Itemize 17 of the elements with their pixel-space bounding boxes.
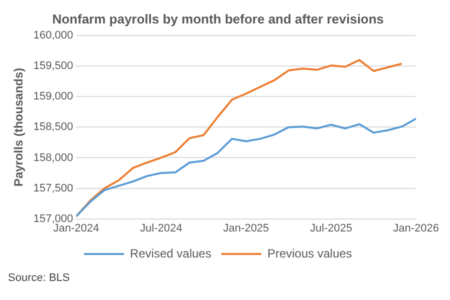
x-tick-label: Jul-2025 — [310, 222, 352, 234]
x-tick-label: Jan-2025 — [223, 222, 270, 234]
y-tick-label: 159,500 — [33, 60, 74, 72]
y-axis-title: Payrolls (thousands) — [12, 68, 26, 187]
y-tick-label: 159,000 — [33, 90, 74, 103]
x-tick-label: Jan-2024 — [53, 222, 100, 234]
chart-title: Nonfarm payrolls by month before and after revisions — [52, 11, 384, 26]
y-tick-label: 158,000 — [33, 152, 74, 164]
x-tick-label: Jul-2024 — [140, 222, 182, 234]
y-tick-label: 157,000 — [33, 212, 74, 225]
source-note: Source: BLS — [8, 272, 71, 284]
legend-label: Previous values — [267, 246, 352, 260]
y-tick-label: 158,500 — [33, 121, 74, 134]
y-tick-label: 157,500 — [33, 182, 74, 194]
legend-label: Revised values — [130, 246, 212, 260]
y-tick-label: 160,000 — [33, 30, 74, 42]
x-tick-label: Jan-2026 — [393, 222, 440, 234]
